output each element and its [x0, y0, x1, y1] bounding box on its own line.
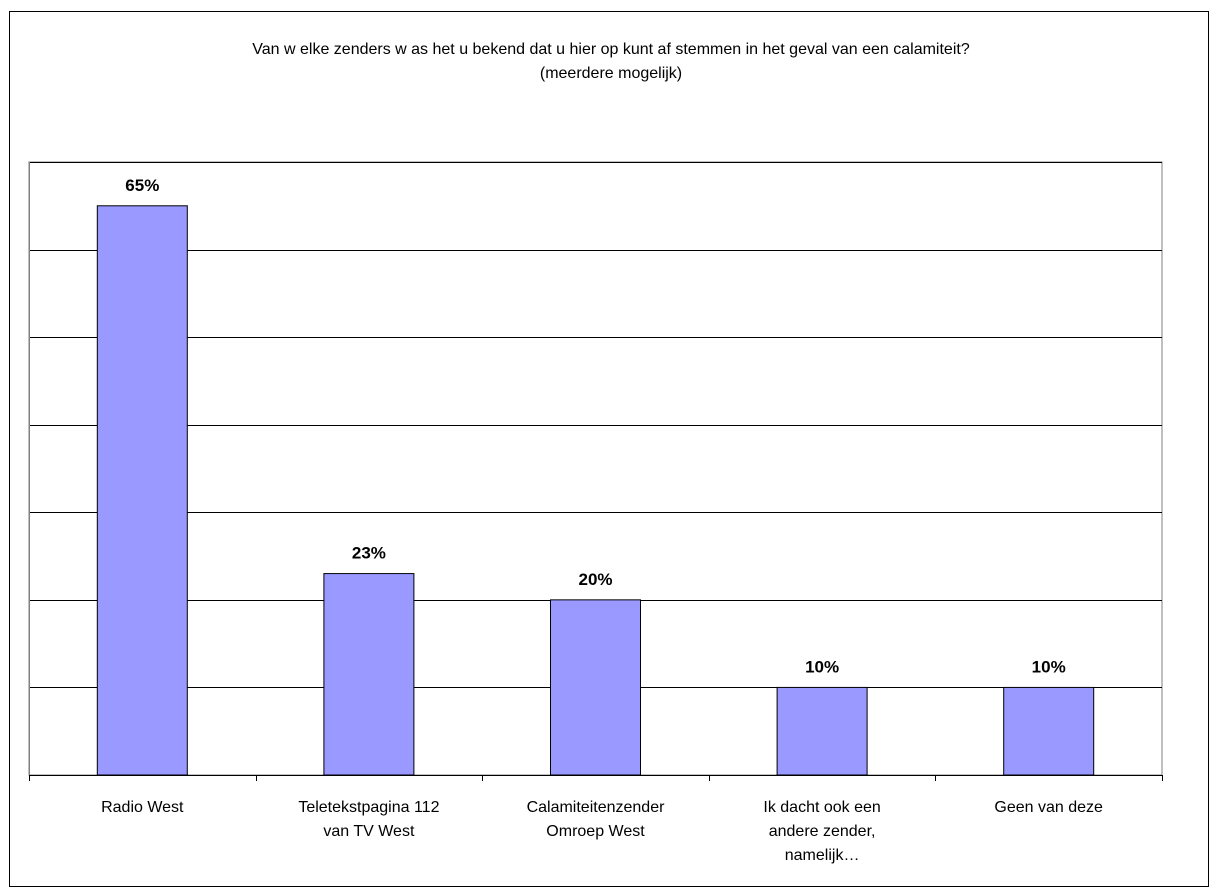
category-label: Radio West [101, 799, 184, 816]
category-label: van TV West [323, 823, 415, 840]
category-label: Teletekstpagina 112 [298, 799, 439, 816]
bar [776, 686, 868, 776]
category-label: Calamiteitenzender [527, 799, 666, 816]
category-label: namelijk… [785, 847, 860, 864]
chart-title-block: Van w elke zenders w as het u bekend dat… [0, 38, 1222, 86]
bar [96, 205, 188, 776]
chart-title: Van w elke zenders w as het u bekend dat… [252, 41, 970, 58]
category-label: Geen van deze [994, 799, 1103, 816]
bar [1003, 686, 1095, 776]
category-label: Ik dacht ook een [763, 799, 880, 816]
data-label: 65% [125, 176, 159, 195]
category-label: Omroep West [546, 823, 645, 840]
bar [323, 573, 415, 776]
data-label: 10% [805, 657, 839, 676]
bar [550, 599, 641, 776]
data-label: 23% [352, 544, 386, 563]
data-label: 10% [1032, 657, 1066, 676]
chart-subtitle: (meerdere mogelijk) [539, 65, 683, 82]
category-label: andere zender, [769, 823, 876, 840]
data-label: 20% [578, 570, 612, 589]
